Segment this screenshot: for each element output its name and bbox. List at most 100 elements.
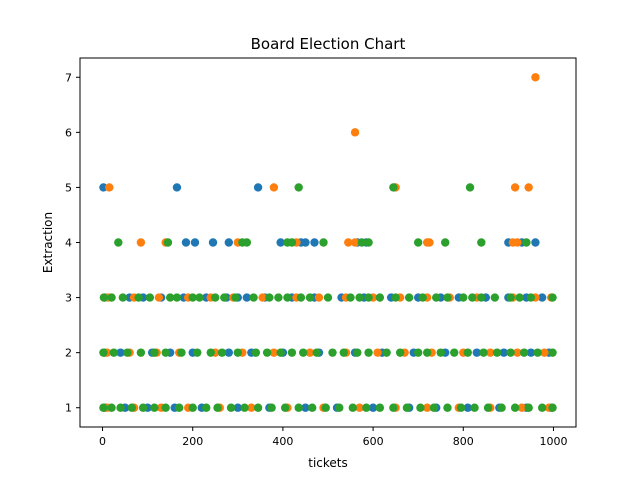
data-point-series-3 xyxy=(443,403,452,412)
data-point-series-2 xyxy=(524,183,533,192)
data-point-series-3 xyxy=(211,293,220,302)
data-point-series-1 xyxy=(531,238,540,247)
data-point-series-3 xyxy=(274,293,283,302)
x-tick-label: 400 xyxy=(272,435,293,448)
data-point-series-1 xyxy=(172,183,182,192)
data-point-series-3 xyxy=(276,348,285,357)
data-point-series-3 xyxy=(161,348,170,357)
data-point-series-3 xyxy=(138,403,148,412)
data-point-series-3 xyxy=(477,238,486,247)
data-point-series-3 xyxy=(479,348,488,357)
data-point-series-2 xyxy=(355,403,364,412)
y-tick-label: 6 xyxy=(65,126,72,139)
data-point-series-3 xyxy=(395,348,405,357)
data-point-series-3 xyxy=(470,403,479,412)
data-point-series-3 xyxy=(404,293,414,302)
data-point-series-3 xyxy=(319,238,328,247)
data-point-series-1 xyxy=(499,348,509,357)
data-point-series-3 xyxy=(477,293,486,302)
data-point-series-3 xyxy=(382,348,391,357)
data-point-series-3 xyxy=(99,293,109,302)
data-point-series-3 xyxy=(202,403,211,412)
data-point-series-3 xyxy=(346,293,355,302)
data-point-series-1 xyxy=(233,403,243,412)
data-point-series-3 xyxy=(526,293,536,302)
data-point-series-2 xyxy=(269,183,279,192)
data-point-series-3 xyxy=(175,403,184,412)
x-tick-label: 800 xyxy=(453,435,474,448)
data-point-series-3 xyxy=(287,348,297,357)
data-point-series-3 xyxy=(524,403,533,412)
chart-title: Board Election Chart xyxy=(251,35,406,53)
data-point-series-3 xyxy=(321,403,330,412)
data-point-series-2 xyxy=(269,348,279,357)
y-tick-label: 7 xyxy=(65,71,72,84)
data-point-series-2 xyxy=(314,293,324,302)
data-point-series-2 xyxy=(258,293,267,302)
data-point-series-3 xyxy=(305,293,315,302)
y-axis-ticks: 1 2 3 4 5 6 7 xyxy=(65,71,80,415)
data-point-series-1 xyxy=(208,238,218,247)
y-tick-label: 5 xyxy=(65,181,72,194)
data-point-series-3 xyxy=(335,403,344,412)
data-point-series-1 xyxy=(181,238,191,247)
data-point-series-3 xyxy=(262,348,272,357)
data-point-series-2 xyxy=(305,348,315,357)
data-point-series-3 xyxy=(533,348,542,357)
data-point-series-3 xyxy=(177,348,186,357)
y-tick-label: 2 xyxy=(65,347,72,360)
data-point-series-1 xyxy=(463,403,472,412)
data-point-series-3 xyxy=(364,293,373,302)
data-point-series-3 xyxy=(355,293,364,302)
y-axis-label: Extraction xyxy=(41,212,55,273)
x-tick-label: 0 xyxy=(99,435,106,448)
data-point-series-1 xyxy=(224,348,233,357)
data-point-series-3 xyxy=(432,293,441,302)
data-point-series-3 xyxy=(490,293,500,302)
data-point-series-3 xyxy=(413,238,423,247)
data-point-series-2 xyxy=(513,238,522,247)
data-point-series-3 xyxy=(231,293,240,302)
data-point-series-3 xyxy=(497,403,506,412)
data-point-series-3 xyxy=(161,403,170,412)
data-point-series-3 xyxy=(459,293,468,302)
data-point-series-3 xyxy=(537,403,547,412)
data-point-series-3 xyxy=(299,348,308,357)
data-point-series-2 xyxy=(517,403,527,412)
data-point-series-3 xyxy=(418,293,427,302)
data-point-series-3 xyxy=(436,348,445,357)
data-point-series-3 xyxy=(163,238,173,247)
data-point-series-1 xyxy=(368,403,378,412)
data-point-series-3 xyxy=(114,238,123,247)
data-point-series-3 xyxy=(463,348,472,357)
data-point-series-3 xyxy=(265,293,274,302)
data-point-series-3 xyxy=(510,403,520,412)
data-point-series-3 xyxy=(287,238,297,247)
data-point-series-2 xyxy=(373,348,382,357)
data-point-series-3 xyxy=(423,348,432,357)
data-point-series-2 xyxy=(486,348,495,357)
x-tick-label: 600 xyxy=(363,435,384,448)
data-point-series-2 xyxy=(247,403,256,412)
data-point-series-1 xyxy=(116,348,125,357)
data-point-series-3 xyxy=(515,293,524,302)
data-point-series-1 xyxy=(190,238,200,247)
x-axis-label: tickets xyxy=(308,456,348,470)
data-points xyxy=(99,73,557,412)
data-point-series-3 xyxy=(312,348,321,357)
data-point-series-3 xyxy=(519,348,529,357)
x-axis-ticks: 0 200 400 600 800 1000 xyxy=(99,427,567,448)
data-point-series-3 xyxy=(136,348,146,357)
data-point-series-3 xyxy=(323,293,333,302)
data-point-series-3 xyxy=(116,403,125,412)
data-point-series-3 xyxy=(107,293,116,302)
data-point-series-3 xyxy=(465,183,475,192)
data-point-series-3 xyxy=(99,403,108,412)
y-tick-label: 4 xyxy=(65,237,72,250)
data-point-series-2 xyxy=(510,183,520,192)
data-point-series-1 xyxy=(537,293,547,302)
data-point-series-3 xyxy=(123,348,132,357)
data-point-series-1 xyxy=(224,238,233,247)
data-point-series-1 xyxy=(242,293,252,302)
